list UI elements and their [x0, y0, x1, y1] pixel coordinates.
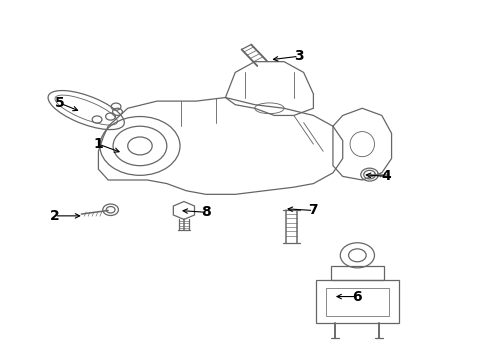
Text: 3: 3 [294, 49, 304, 63]
Text: 1: 1 [94, 137, 103, 151]
Text: 8: 8 [201, 205, 211, 219]
Text: 2: 2 [49, 209, 59, 223]
Text: 7: 7 [309, 203, 318, 217]
Text: 5: 5 [54, 96, 64, 110]
Bar [331, 266, 384, 280]
Bar [326, 288, 389, 316]
Text: 6: 6 [353, 289, 362, 303]
Text: 4: 4 [382, 170, 392, 183]
Bar [316, 280, 399, 323]
